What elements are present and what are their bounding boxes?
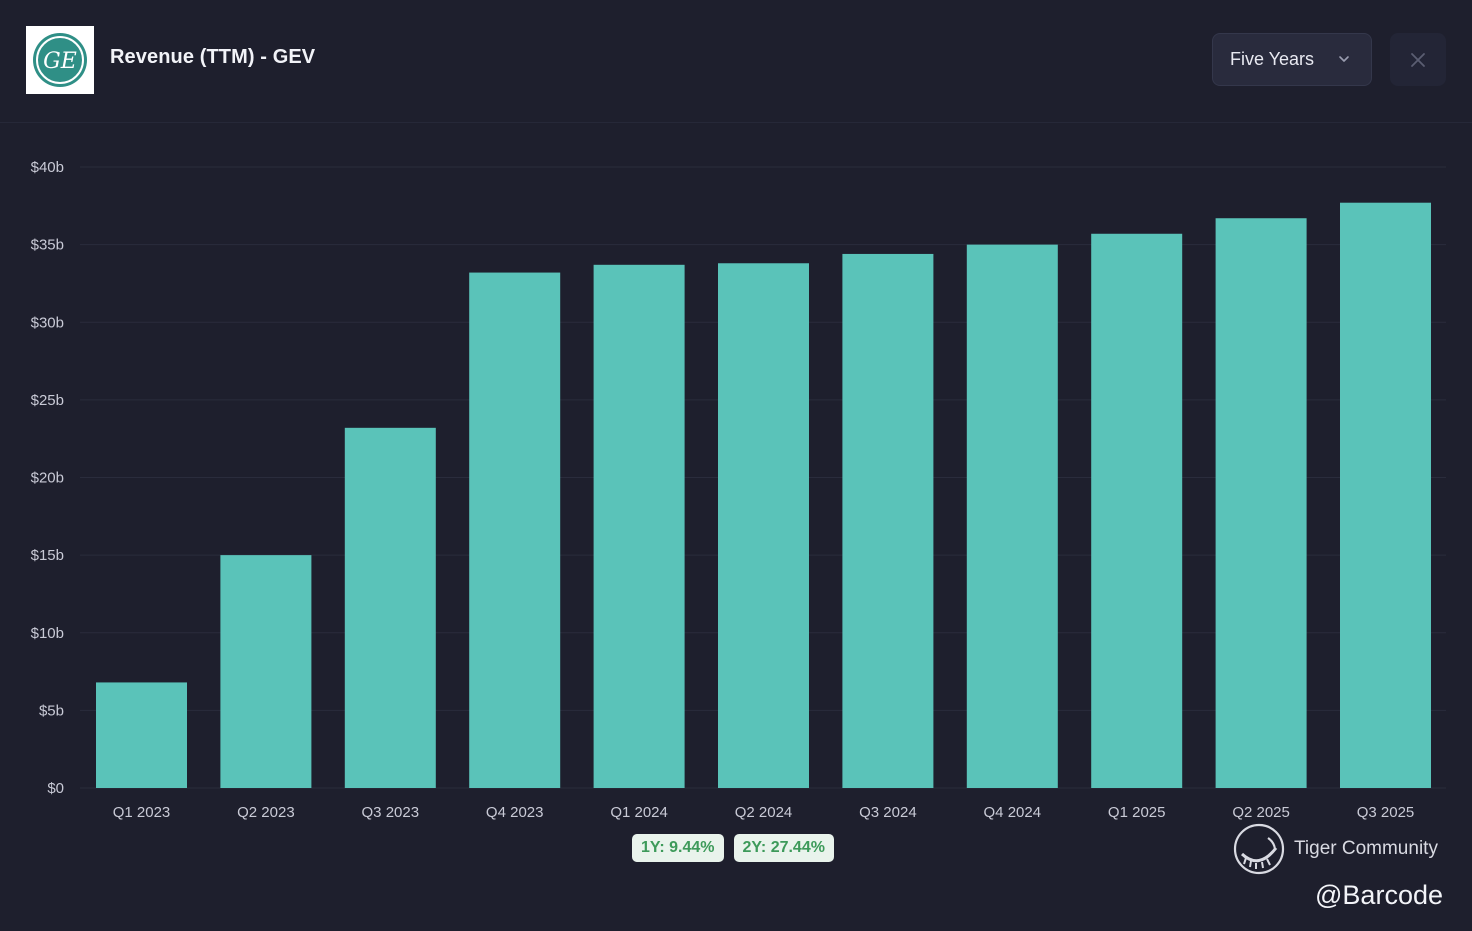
x-tick-label: Q1 2025 bbox=[1108, 804, 1166, 821]
bar-q3-2025[interactable] bbox=[1340, 202, 1431, 788]
close-button[interactable] bbox=[1390, 33, 1446, 86]
bar-q2-2025[interactable] bbox=[1215, 218, 1307, 789]
growth-badges: 1Y: 9.44% 2Y: 27.44% bbox=[632, 834, 834, 862]
x-tick-label: Q3 2025 bbox=[1357, 804, 1415, 821]
y-tick-label: $40b bbox=[31, 159, 64, 176]
x-tick-label: Q1 2024 bbox=[610, 804, 668, 821]
watermark-brand: Tiger Community bbox=[1232, 822, 1438, 876]
x-tick-label: Q4 2024 bbox=[984, 804, 1042, 821]
watermark-handle: @Barcode bbox=[1315, 880, 1443, 910]
page-title: Revenue (TTM) - GEV bbox=[110, 46, 316, 68]
y-tick-label: $30b bbox=[31, 314, 64, 331]
bar-q1-2023[interactable] bbox=[96, 682, 187, 788]
x-tick-label: Q1 2023 bbox=[113, 804, 171, 821]
x-tick-label: Q4 2023 bbox=[486, 804, 544, 821]
period-select-value: Five Years bbox=[1230, 49, 1315, 69]
period-select[interactable]: Five Years bbox=[1212, 33, 1372, 86]
bar-q4-2024[interactable] bbox=[966, 244, 1058, 788]
y-tick-label: $10b bbox=[31, 625, 64, 642]
watermark-brand-label: Tiger Community bbox=[1294, 838, 1438, 859]
close-icon bbox=[1411, 52, 1425, 67]
ge-logo-icon: GE bbox=[33, 33, 87, 87]
y-tick-label: $20b bbox=[31, 470, 64, 487]
y-tick-label: $15b bbox=[31, 547, 64, 564]
growth-badge-1y: 1Y: 9.44% bbox=[632, 834, 724, 862]
logo-text: GE bbox=[43, 49, 77, 74]
bar-q4-2023[interactable] bbox=[469, 272, 561, 788]
x-tick-label: Q2 2023 bbox=[237, 804, 295, 821]
bar-q1-2024[interactable] bbox=[593, 264, 685, 788]
chevron-down-icon bbox=[1339, 56, 1349, 62]
growth-badge-2y: 2Y: 27.44% bbox=[733, 834, 834, 862]
chart-header: GE Revenue (TTM) - GEV Five Years bbox=[0, 0, 1472, 123]
bar-q1-2025[interactable] bbox=[1091, 233, 1183, 788]
x-tick-label: Q3 2024 bbox=[859, 804, 917, 821]
bar-q3-2023[interactable] bbox=[344, 427, 436, 788]
y-tick-label: $35b bbox=[31, 237, 64, 254]
company-logo: GE bbox=[26, 26, 94, 94]
y-tick-label: $0 bbox=[47, 780, 64, 797]
y-tick-label: $5b bbox=[39, 702, 64, 719]
x-tick-label: Q2 2025 bbox=[1232, 804, 1290, 821]
x-tick-label: Q3 2023 bbox=[362, 804, 420, 821]
x-tick-label: Q2 2024 bbox=[735, 804, 793, 821]
bar-q2-2024[interactable] bbox=[718, 263, 809, 788]
y-tick-label: $25b bbox=[31, 392, 64, 409]
bar-q2-2023[interactable] bbox=[220, 555, 312, 788]
tiger-logo-icon bbox=[1233, 823, 1285, 875]
bar-q3-2024[interactable] bbox=[842, 253, 934, 788]
